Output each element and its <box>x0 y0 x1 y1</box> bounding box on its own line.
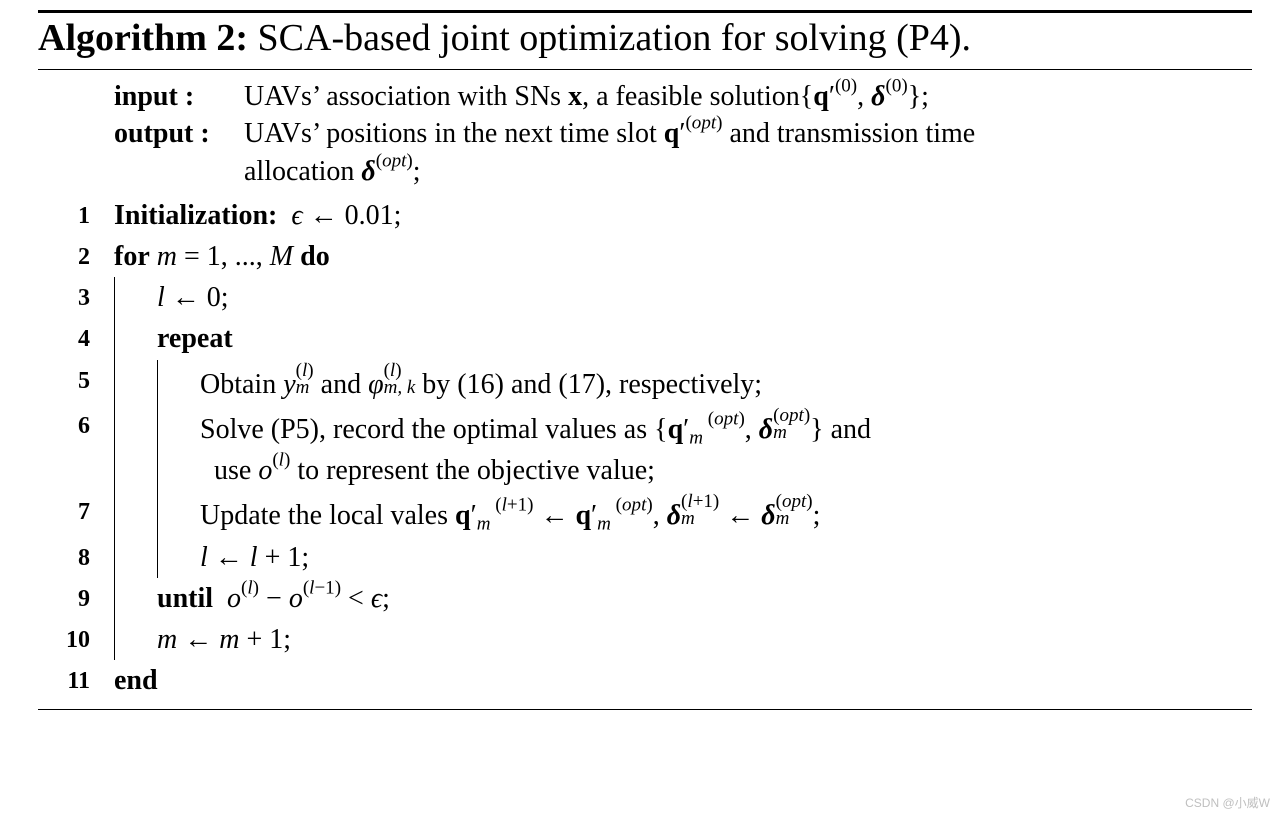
line-number: 4 <box>38 318 114 357</box>
indent-bar <box>114 450 115 491</box>
algorithm-body: 1Initialization: ϵ ← 0.01;2for m = 1, ..… <box>38 195 1252 701</box>
indent-bars <box>114 318 157 359</box>
io-block: input : UAVs’ association with SNs x, a … <box>38 70 1252 195</box>
output-cont: allocation δ(opt); <box>244 153 1252 191</box>
output-row: output : UAVs’ positions in the next tim… <box>114 115 1252 153</box>
code-line: 7 Update the local vales q′m (l+1) ← q′m … <box>38 491 1252 536</box>
indent-bar <box>114 491 115 536</box>
line-content: until o(l) − o(l−1) < ϵ; <box>157 578 1252 619</box>
line-content: repeat <box>157 318 1252 359</box>
indent-bar <box>114 360 115 405</box>
indent-bar <box>157 491 158 536</box>
indent-bar <box>114 405 115 450</box>
line-content: use o(l) to represent the objective valu… <box>200 450 1252 491</box>
watermark: CSDN @小威W <box>1185 794 1270 811</box>
input-row: input : UAVs’ association with SNs x, a … <box>114 78 1252 116</box>
algorithm-block: Algorithm 2: SCA-based joint optimizatio… <box>0 0 1280 817</box>
code-line: 4 repeat <box>38 318 1252 359</box>
indent-bars <box>114 491 200 536</box>
indent-bar <box>157 405 158 450</box>
line-content: l ← l + 1; <box>200 537 1252 578</box>
line-number: 3 <box>38 277 114 316</box>
indent-bars <box>114 578 157 619</box>
indent-bars <box>114 405 200 450</box>
line-content: m ← m + 1; <box>157 619 1252 660</box>
code-line: 9 until o(l) − o(l−1) < ϵ; <box>38 578 1252 619</box>
line-number <box>38 450 114 455</box>
indent-bar <box>157 450 158 491</box>
line-content: for m = 1, ..., M do <box>114 236 1252 277</box>
rule-bottom <box>38 709 1252 710</box>
input-val: UAVs’ association with SNs x, a feasible… <box>244 78 1252 116</box>
code-line: 10 m ← m + 1; <box>38 619 1252 660</box>
line-content: l ← 0; <box>157 277 1252 318</box>
algorithm-caption: SCA-based joint optimization for solving… <box>258 17 972 59</box>
line-content: end <box>114 660 1252 701</box>
indent-bar <box>114 537 115 578</box>
line-number: 9 <box>38 578 114 617</box>
algorithm-label: Algorithm 2: <box>38 17 248 59</box>
indent-bar <box>114 318 115 359</box>
algorithm-title: Algorithm 2: SCA-based joint optimizatio… <box>38 13 1252 69</box>
indent-bars <box>114 619 157 660</box>
code-line: use o(l) to represent the objective valu… <box>38 450 1252 491</box>
line-number: 8 <box>38 537 114 576</box>
code-line: 8 l ← l + 1; <box>38 537 1252 578</box>
line-content: Obtain y(l)m and φ(l)m, k by (16) and (1… <box>200 360 1252 405</box>
indent-bar <box>114 578 115 619</box>
input-key: input : <box>114 78 244 116</box>
indent-bars <box>114 537 200 578</box>
line-number: 10 <box>38 619 114 658</box>
line-number: 7 <box>38 491 114 530</box>
code-line: 6 Solve (P5), record the optimal values a… <box>38 405 1252 450</box>
line-number: 6 <box>38 405 114 444</box>
indent-bars <box>114 277 157 318</box>
line-content: Initialization: ϵ ← 0.01; <box>114 195 1252 236</box>
indent-bar <box>114 277 115 318</box>
line-number: 5 <box>38 360 114 399</box>
code-line: 3 l ← 0; <box>38 277 1252 318</box>
code-line: 1Initialization: ϵ ← 0.01; <box>38 195 1252 236</box>
indent-bar <box>157 360 158 405</box>
line-content: Solve (P5), record the optimal values as… <box>200 405 1252 450</box>
line-number: 1 <box>38 195 114 234</box>
line-number: 2 <box>38 236 114 275</box>
indent-bars <box>114 450 200 491</box>
indent-bar <box>157 537 158 578</box>
code-line: 5 Obtain y(l)m and φ(l)m, k by (16) and (… <box>38 360 1252 405</box>
indent-bar <box>114 619 115 660</box>
line-content: Update the local vales q′m (l+1) ← q′m (… <box>200 491 1252 536</box>
output-key: output : <box>114 115 244 153</box>
code-line: 11end <box>38 660 1252 701</box>
output-val: UAVs’ positions in the next time slot q′… <box>244 115 1252 153</box>
indent-bars <box>114 360 200 405</box>
code-line: 2for m = 1, ..., M do <box>38 236 1252 277</box>
line-number: 11 <box>38 660 114 699</box>
